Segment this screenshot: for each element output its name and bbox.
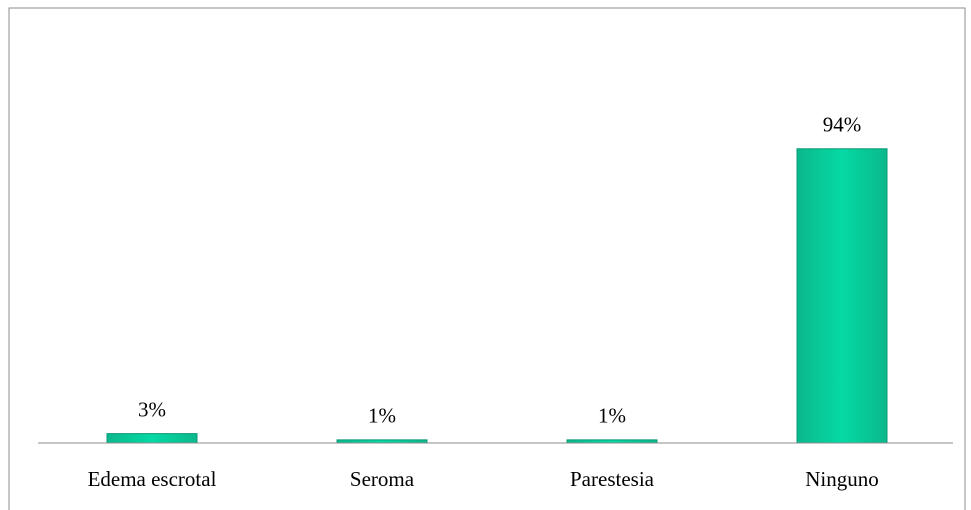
bar [106,433,198,444]
x-tick-label: Ninguno [805,467,879,491]
bar [796,148,888,444]
data-label: 3% [138,397,166,421]
data-label: 94% [823,113,862,137]
data-label: 1% [368,404,396,428]
data-label: 1% [598,404,626,428]
x-tick-label: Seroma [350,467,415,491]
x-tick-label: Edema escrotal [88,467,217,491]
x-tick-label: Parestesia [570,467,655,491]
chart-frame [8,7,966,510]
